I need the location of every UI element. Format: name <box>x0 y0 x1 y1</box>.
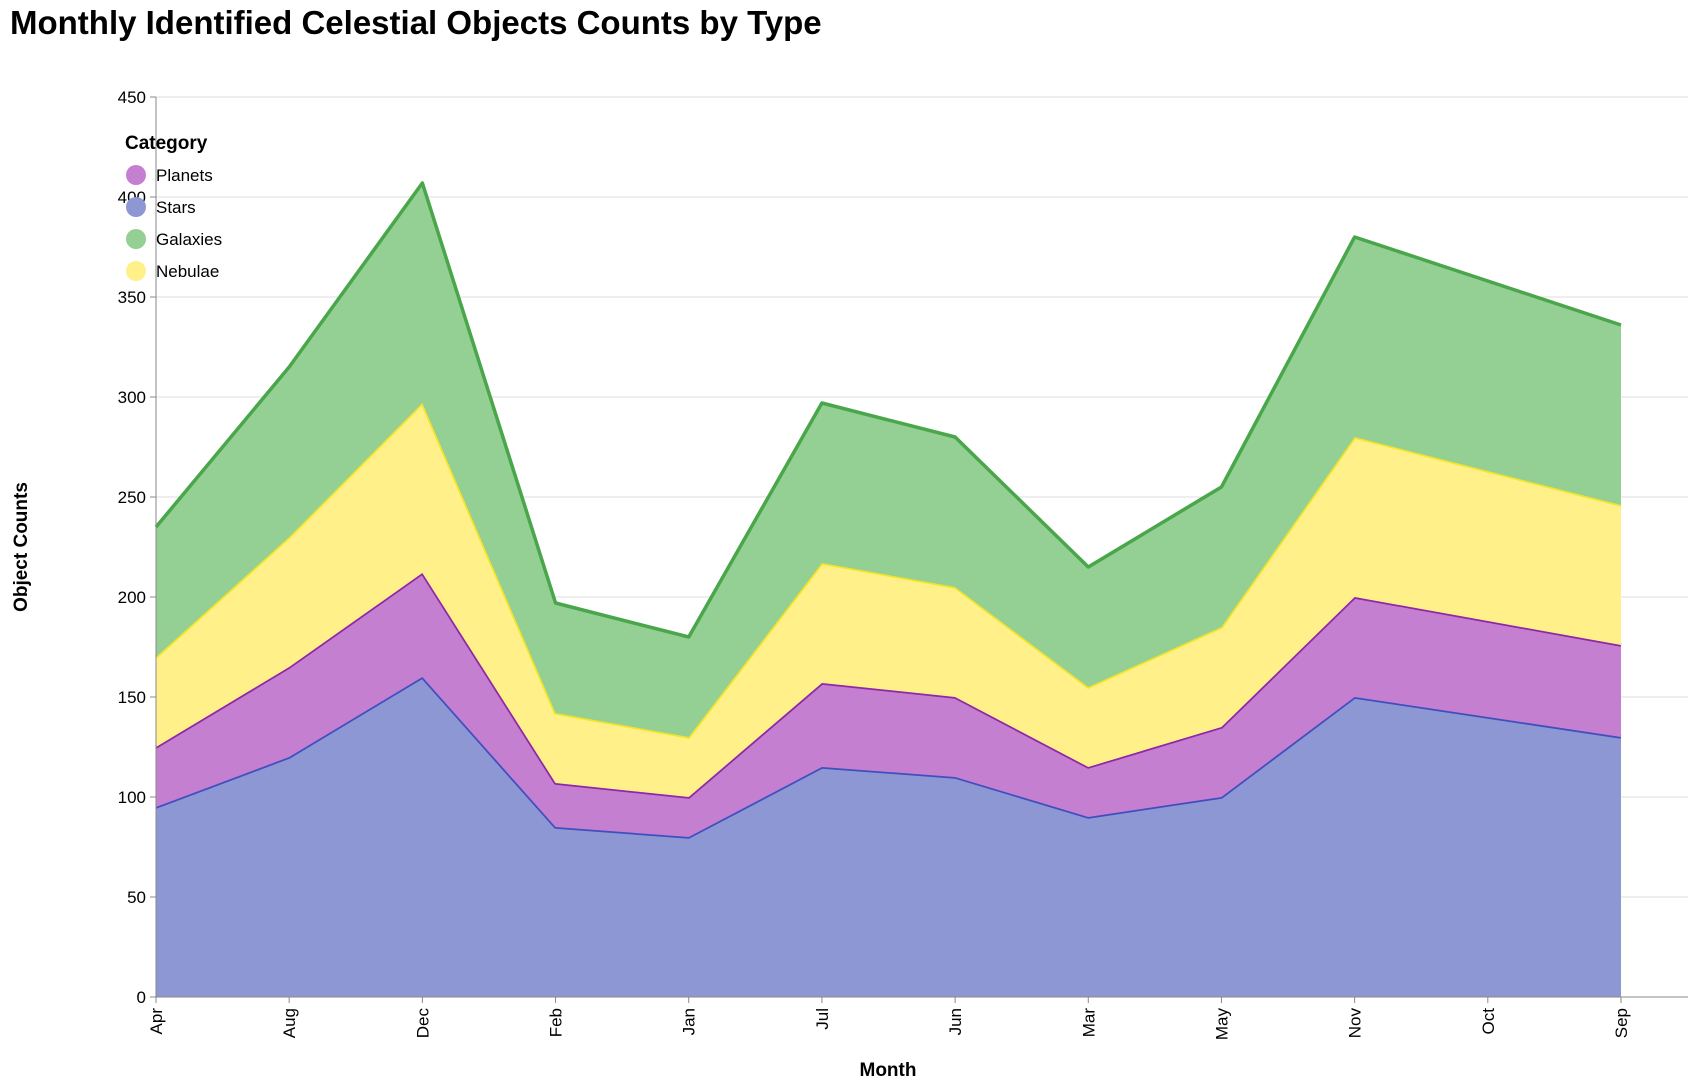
area-planets <box>156 573 1621 837</box>
x-tick-label: May <box>1212 1008 1231 1041</box>
x-tick-label: Apr <box>147 1008 166 1035</box>
legend-label-galaxies: Galaxies <box>156 230 222 249</box>
area-galaxies <box>156 183 1621 737</box>
x-tick-label: Nov <box>1346 1008 1365 1039</box>
y-tick-label: 200 <box>118 588 146 607</box>
area-nebulae <box>156 403 1621 797</box>
area-stars <box>156 677 1621 997</box>
y-tick-label: 300 <box>118 388 146 407</box>
x-tick-label: Mar <box>1079 1008 1098 1038</box>
legend-symbol-stars <box>126 197 146 217</box>
y-tick-label: 250 <box>118 488 146 507</box>
x-axis-title: Month <box>860 1060 917 1081</box>
y-tick-label: 350 <box>118 288 146 307</box>
x-tick-label: Oct <box>1479 1008 1498 1035</box>
x-tick-label: Dec <box>413 1008 432 1039</box>
y-tick-label: 50 <box>127 888 146 907</box>
legend-symbol-planets <box>126 165 146 185</box>
legend-title: Category <box>125 133 208 154</box>
chart-title: Monthly Identified Celestial Objects Cou… <box>10 4 822 41</box>
x-tick-label: Aug <box>280 1008 299 1038</box>
legend-label-planets: Planets <box>156 166 213 185</box>
y-tick-label: 150 <box>118 688 146 707</box>
legend-label-nebulae: Nebulae <box>156 262 219 281</box>
x-tick-label: Jul <box>813 1008 832 1030</box>
line-galaxies <box>154 181 1622 639</box>
x-tick-label: Jun <box>946 1008 965 1035</box>
y-tick-label: 100 <box>118 788 146 807</box>
y-axis-title: Object Counts <box>11 482 32 612</box>
x-tick-label: Jan <box>680 1008 699 1035</box>
legend: Category Planets Stars Galaxies Nebulae <box>125 133 222 281</box>
legend-symbol-nebulae <box>126 261 146 281</box>
legend-symbol-galaxies <box>126 229 146 249</box>
x-tick-label: Feb <box>547 1008 566 1037</box>
y-tick-label: 0 <box>137 988 146 1007</box>
legend-label-stars: Stars <box>156 198 196 217</box>
x-tick-label: Sep <box>1612 1008 1631 1038</box>
y-tick-label: 450 <box>118 88 146 107</box>
area-series <box>154 181 1622 997</box>
